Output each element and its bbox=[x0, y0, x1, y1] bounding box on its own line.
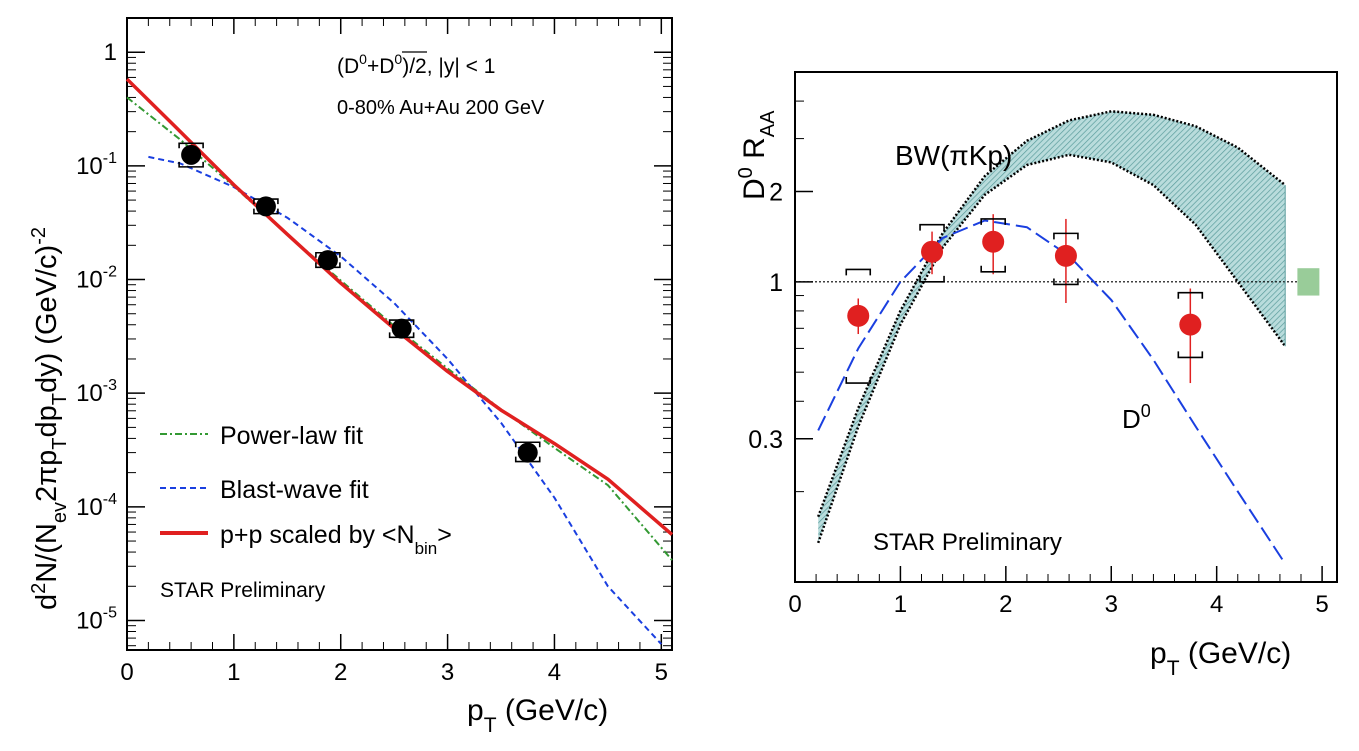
right-data-point bbox=[847, 304, 870, 327]
right-x-axis-title: pT (GeV/c) bbox=[1150, 637, 1291, 680]
right-y-tick-label: 1 bbox=[769, 269, 783, 297]
d0-curve-label: D0 bbox=[1122, 401, 1151, 434]
bw-band-lower-edge bbox=[817, 153, 1287, 544]
left-y-tick-label: 10-5 bbox=[76, 604, 117, 634]
right-x-tick-label: 3 bbox=[1105, 591, 1118, 618]
left-data-point bbox=[317, 250, 338, 271]
left-y-tick-label: 10-1 bbox=[76, 150, 117, 180]
right-data-point bbox=[1179, 313, 1202, 336]
left-y-tick-label: 10-3 bbox=[76, 377, 117, 407]
right-y-tick-label: 2 bbox=[769, 178, 783, 206]
legend-label-blastwave: Blast-wave fit bbox=[220, 476, 369, 504]
left-plot-frame bbox=[126, 17, 673, 651]
right-data-point bbox=[1054, 244, 1077, 267]
right-data-point bbox=[921, 240, 944, 263]
right-y-tick-label: 0.3 bbox=[748, 426, 783, 454]
left-x-tick-label: 2 bbox=[334, 659, 347, 686]
right-x-tick-label: 1 bbox=[894, 591, 907, 618]
right-ticks: 0 1 2 3 4 5 0.3 1 2 bbox=[748, 100, 1329, 618]
left-y-tick-label: 10-2 bbox=[76, 264, 117, 294]
left-x-axis-title: pT (GeV/c) bbox=[467, 694, 608, 737]
left-data-point bbox=[391, 318, 412, 339]
left-y-tick-label: 1 bbox=[104, 39, 117, 66]
right-bw-band bbox=[818, 111, 1286, 543]
left-x-tick-label: 5 bbox=[655, 659, 668, 686]
right-sys-bracket bbox=[845, 268, 872, 384]
left-annotation-line1: (D0+D0)/2, |y| < 1 bbox=[337, 51, 495, 78]
right-data-point bbox=[982, 230, 1005, 253]
legend-label-pp: p+p scaled by <Nbin> bbox=[220, 521, 452, 558]
left-data-point bbox=[517, 442, 538, 463]
left-x-tick-label: 4 bbox=[548, 659, 561, 686]
legend-label-powerlaw: Power-law fit bbox=[220, 422, 363, 450]
band-label: BW(πKp) bbox=[895, 140, 1012, 171]
left-legend: Power-law fit Blast-wave fit p+p scaled … bbox=[160, 422, 452, 558]
right-chart: 0 1 2 3 4 50.312 BW(πKp) D0 STAR Preliminary … bbox=[735, 71, 1338, 680]
left-ticks: 0 1 2 3 4 5 1 10-1 10-2 10-3 10-4 10-5 bbox=[76, 18, 672, 686]
left-curve-blastwave bbox=[148, 155, 663, 645]
left-curve-pp-scaled bbox=[125, 77, 674, 536]
left-x-tick-label: 0 bbox=[120, 659, 133, 686]
right-curves bbox=[817, 110, 1287, 565]
left-y-tick-label: 10-4 bbox=[76, 491, 117, 521]
right-sys-bracket bbox=[980, 218, 1006, 273]
right-x-tick-label: 2 bbox=[999, 591, 1012, 618]
bw-band-fill bbox=[818, 111, 1286, 543]
right-data-points bbox=[845, 214, 1320, 384]
right-watermark: STAR Preliminary bbox=[873, 529, 1062, 556]
right-x-tick-label: 5 bbox=[1315, 591, 1328, 618]
right-plot-frame bbox=[794, 71, 1338, 583]
d0-blastwave-curve bbox=[817, 219, 1287, 565]
left-data-points bbox=[178, 142, 541, 463]
left-data-point bbox=[255, 196, 276, 217]
left-chart: 0 1 2 3 4 5 1 10-1 10-2 10-3 10-4 10-5 (D0+D0)/2, |… bbox=[28, 17, 674, 737]
right-x-tick-label: 0 bbox=[788, 591, 801, 618]
left-x-tick-label: 3 bbox=[441, 659, 454, 686]
right-sys-bracket bbox=[919, 223, 945, 283]
left-x-tick-label: 1 bbox=[227, 659, 240, 686]
left-annotation-line2: 0-80% Au+Au 200 GeV bbox=[337, 97, 545, 119]
right-y-axis-title: D0 RAA bbox=[735, 110, 779, 200]
left-watermark: STAR Preliminary bbox=[160, 579, 326, 602]
bw-band-upper-edge bbox=[817, 110, 1286, 518]
normalization-uncertainty-box bbox=[1297, 268, 1320, 296]
right-sys-bracket bbox=[1053, 232, 1079, 286]
right-x-tick-label: 4 bbox=[1210, 591, 1223, 618]
left-data-point bbox=[181, 144, 202, 165]
left-sys-bracket bbox=[178, 142, 204, 168]
right-sys-bracket bbox=[1177, 291, 1204, 359]
left-y-axis-title: d2N/(Nev2πpTdpTdy) (GeV/c)-2 bbox=[28, 227, 71, 610]
left-curves bbox=[125, 77, 674, 645]
